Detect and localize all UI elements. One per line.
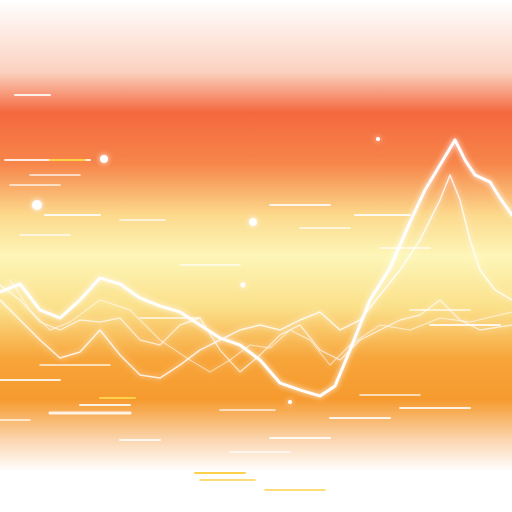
glow-lines	[0, 138, 512, 398]
streaks	[0, 94, 501, 453]
yellow-streaks	[49, 159, 326, 491]
sparks	[32, 137, 380, 404]
